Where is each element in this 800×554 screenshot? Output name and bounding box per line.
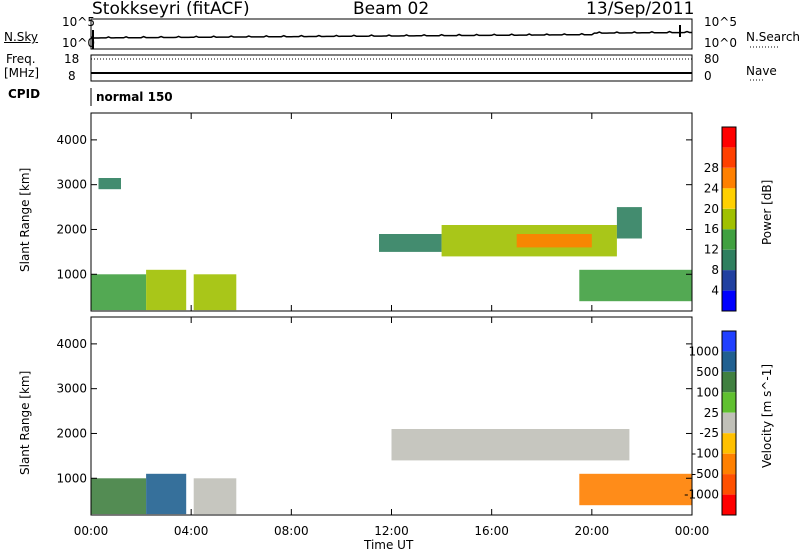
cpid-text: normal 150 bbox=[96, 90, 173, 104]
freq-panel-frame bbox=[90, 54, 693, 82]
x-axis-label: Time UT bbox=[364, 538, 414, 552]
x-tick-label-5: 20:00 bbox=[575, 524, 610, 538]
power-colorbar-seg-8 bbox=[722, 127, 736, 148]
velocity-ylabel: Slant Range [km] bbox=[18, 370, 32, 475]
power-ytick-label-1: 2000 bbox=[56, 222, 87, 236]
velocity-colorbar-seg-1 bbox=[722, 351, 736, 372]
freq-label: Freq. bbox=[6, 52, 36, 66]
power-colorbar-seg-4 bbox=[722, 208, 736, 230]
x-tick-label-4: 16:00 bbox=[474, 524, 509, 538]
velocity-region-0 bbox=[91, 478, 147, 515]
velocity-colorbar-tick-3: 25 bbox=[704, 406, 719, 420]
velocity-colorbar-frame bbox=[721, 330, 737, 516]
x-tick-label-3: 12:00 bbox=[374, 524, 409, 538]
velocity-colorbar-seg-8 bbox=[722, 494, 736, 515]
freq-unit-label: [MHz] bbox=[4, 66, 40, 80]
power-colorbar-seg-2 bbox=[722, 249, 736, 271]
nsky-line bbox=[90, 30, 692, 39]
velocity-colorbar-seg-6 bbox=[722, 453, 736, 475]
power-colorbar-tick-1: 8 bbox=[711, 263, 719, 277]
velocity-colorbar-tick-5: -100 bbox=[692, 447, 719, 461]
velocity-colorbar-tick-6: -500 bbox=[692, 467, 719, 481]
velocity-ytick-label-2: 3000 bbox=[56, 382, 87, 396]
freq-right-bottom-tick: 0 bbox=[704, 69, 712, 83]
power-colorbar-seg-6 bbox=[722, 167, 736, 189]
power-colorbar-tick-0: 4 bbox=[711, 284, 719, 298]
chart-title: Stokkseyri (fitACF) bbox=[92, 0, 250, 19]
power-region-4 bbox=[379, 234, 442, 252]
x-tick-label-2: 08:00 bbox=[274, 524, 309, 538]
power-colorbar-seg-5 bbox=[722, 188, 736, 209]
power-colorbar-tick-5: 24 bbox=[704, 181, 719, 195]
power-colorbar-label: Power [dB] bbox=[760, 179, 774, 245]
freq-right-top-tick: 80 bbox=[704, 52, 720, 66]
power-colorbar-seg-3 bbox=[722, 229, 736, 250]
noise-right-top-tick: 10^5 bbox=[704, 15, 737, 29]
velocity-region-2 bbox=[193, 478, 237, 515]
velocity-colorbar-tick-7: -1000 bbox=[684, 488, 719, 502]
velocity-region-1 bbox=[146, 473, 187, 515]
velocity-colorbar-label: Velocity [m s^-1] bbox=[760, 363, 774, 468]
velocity-colorbar-seg-2 bbox=[722, 371, 736, 393]
power-region-2 bbox=[146, 269, 187, 311]
nsearch-label: N.Search bbox=[746, 30, 800, 44]
power-colorbar-tick-2: 12 bbox=[704, 243, 719, 257]
power-colorbar-tick-6: 28 bbox=[704, 161, 719, 175]
power-region-7 bbox=[616, 207, 642, 239]
velocity-colorbar-seg-5 bbox=[722, 433, 736, 454]
velocity-ytick-label-3: 4000 bbox=[56, 337, 87, 351]
velocity-colorbar-tick-1: 500 bbox=[696, 365, 719, 379]
velocity-ytick-label-1: 2000 bbox=[56, 426, 87, 440]
cpid-label: CPID bbox=[8, 87, 41, 101]
freq-left-bottom-tick: 8 bbox=[68, 69, 76, 83]
noise-left-top-tick: 10^5 bbox=[62, 15, 95, 29]
power-region-3 bbox=[193, 274, 237, 311]
velocity-region-4 bbox=[579, 473, 692, 506]
power-colorbar-tick-4: 20 bbox=[704, 202, 719, 216]
noise-panel-frame bbox=[90, 18, 693, 50]
date-label: 13/Sep/2011 bbox=[586, 0, 695, 19]
x-tick-label-0: 00:00 bbox=[74, 524, 109, 538]
power-colorbar-seg-7 bbox=[722, 147, 736, 168]
nave-label: Nave bbox=[746, 64, 777, 78]
x-tick-label-6: 00:00 bbox=[675, 524, 710, 538]
power-ytick-label-0: 1000 bbox=[56, 267, 87, 281]
power-colorbar-seg-1 bbox=[722, 270, 736, 291]
velocity-colorbar-tick-2: 100 bbox=[696, 385, 719, 399]
beam-label: Beam 02 bbox=[353, 0, 430, 19]
velocity-colorbar-seg-0 bbox=[722, 331, 736, 352]
velocity-ytick-label-0: 1000 bbox=[56, 471, 87, 485]
power-colorbar-tick-3: 16 bbox=[704, 222, 719, 236]
noise-right-bottom-tick: 10^0 bbox=[704, 36, 737, 50]
velocity-colorbar-seg-3 bbox=[722, 392, 736, 413]
velocity-colorbar-seg-4 bbox=[722, 412, 736, 434]
noise-left-bottom-tick: 10^0 bbox=[62, 36, 95, 50]
power-region-8 bbox=[579, 269, 692, 302]
freq-left-top-tick: 18 bbox=[64, 52, 80, 66]
power-colorbar-seg-0 bbox=[722, 290, 736, 311]
nsky-label: N.Sky bbox=[4, 30, 39, 44]
power-ytick-label-3: 4000 bbox=[56, 133, 87, 147]
velocity-colorbar-seg-7 bbox=[722, 474, 736, 495]
power-region-0 bbox=[91, 274, 147, 311]
velocity-colorbar-tick-0: 1000 bbox=[688, 344, 719, 358]
velocity-colorbar-tick-4: -25 bbox=[699, 426, 719, 440]
power-region-1 bbox=[98, 178, 121, 190]
power-ytick-label-2: 3000 bbox=[56, 178, 87, 192]
power-ylabel: Slant Range [km] bbox=[18, 167, 32, 272]
velocity-region-3 bbox=[391, 429, 630, 461]
power-region-6 bbox=[516, 234, 592, 248]
x-tick-label-1: 04:00 bbox=[174, 524, 209, 538]
power-colorbar-frame bbox=[721, 126, 737, 312]
